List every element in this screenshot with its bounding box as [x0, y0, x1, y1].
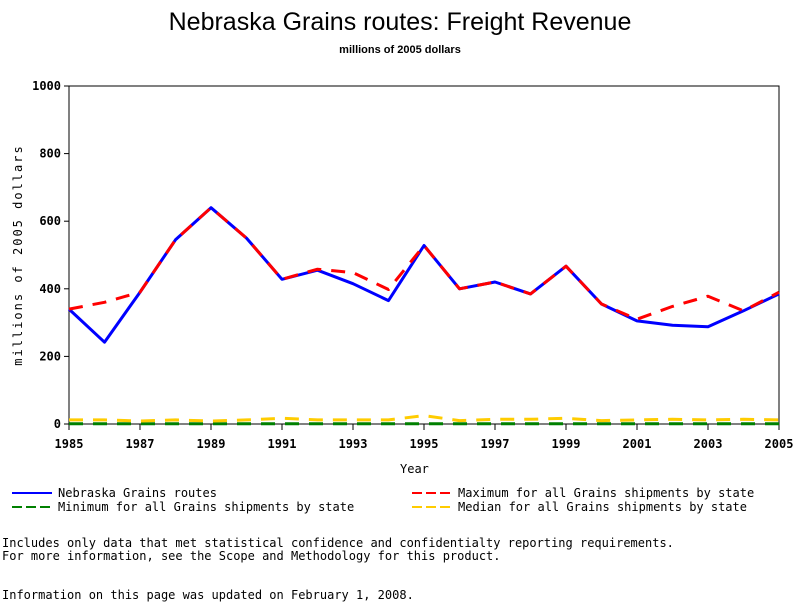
legend-label: Minimum for all Grains shipments by stat… — [58, 500, 354, 514]
legend-label: Maximum for all Grains shipments by stat… — [458, 486, 754, 500]
x-tick-label: 1997 — [481, 437, 510, 451]
legend-left: Nebraska Grains routes Minimum for all G… — [12, 486, 354, 514]
series-line-median-for-all-grains-shipments-by-state — [69, 416, 779, 421]
note-confidence: Includes only data that met statistical … — [2, 536, 674, 550]
y-tick-label: 0 — [54, 417, 61, 431]
x-tick-label: 1985 — [55, 437, 84, 451]
note-methodology: For more information, see the Scope and … — [2, 549, 501, 563]
x-tick-label: 1995 — [410, 437, 439, 451]
y-axis: 0 200 400 600 800 1000 — [32, 79, 69, 431]
series-line-nebraska-grains-routes — [69, 208, 779, 343]
x-tick-label: 1991 — [268, 437, 297, 451]
plot-frame — [69, 86, 779, 424]
legend-item-nebraska: Nebraska Grains routes — [12, 486, 354, 500]
legend-swatch-dashed-green — [12, 506, 52, 508]
series-line-maximum-for-all-grains-shipments-by-state — [69, 208, 779, 320]
legend-item-maximum: Maximum for all Grains shipments by stat… — [412, 486, 754, 500]
y-tick-label: 600 — [39, 214, 61, 228]
x-tick-label: 1987 — [126, 437, 155, 451]
y-tick-label: 800 — [39, 147, 61, 161]
legend-swatch-dashed-red — [412, 492, 452, 494]
x-tick-label: 2001 — [623, 437, 652, 451]
x-axis: 1985 1987 1989 1991 1993 1995 1997 1999 2001 2003… — [55, 424, 794, 451]
legend-item-minimum: Minimum for all Grains shipments by stat… — [12, 500, 354, 514]
y-tick-label: 200 — [39, 349, 61, 363]
x-axis-label: Year — [400, 462, 450, 476]
legend-label: Nebraska Grains routes — [58, 486, 217, 500]
x-tick-label: 1989 — [197, 437, 226, 451]
legend-swatch-dashed-yellow — [412, 506, 452, 508]
legend-right: Maximum for all Grains shipments by stat… — [412, 486, 754, 514]
x-tick-label: 2003 — [694, 437, 723, 451]
y-tick-label: 1000 — [32, 79, 61, 93]
x-tick-label: 1999 — [552, 437, 581, 451]
x-tick-label: 2005 — [765, 437, 794, 451]
legend-label: Median for all Grains shipments by state — [458, 500, 747, 514]
legend-item-median: Median for all Grains shipments by state — [412, 500, 754, 514]
series-group — [69, 208, 779, 424]
y-tick-label: 400 — [39, 282, 61, 296]
legend-swatch-solid-blue — [12, 492, 52, 494]
y-axis-label: millions of 2005 dollars — [11, 144, 25, 365]
x-tick-label: 1993 — [339, 437, 368, 451]
